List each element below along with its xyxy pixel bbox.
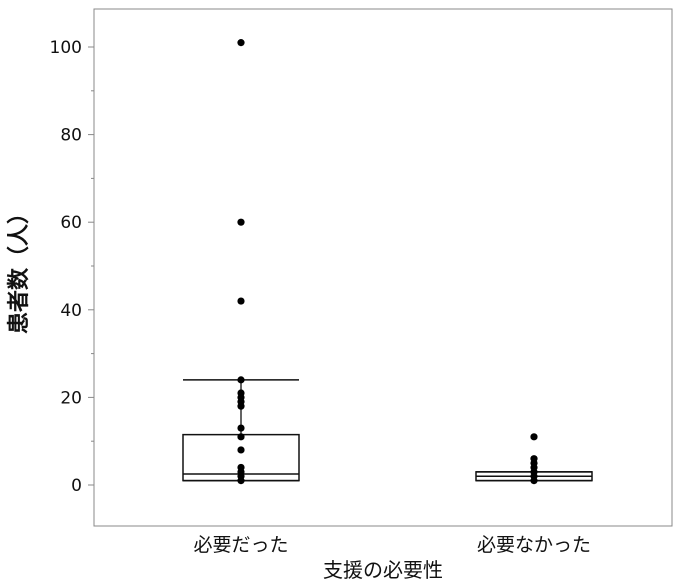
y-tick-label: 20 (60, 388, 82, 408)
data-point (237, 477, 244, 484)
x-category-label: 必要なかった (477, 534, 591, 556)
data-point (237, 376, 244, 383)
boxes-layer (183, 380, 592, 481)
x-category-label: 必要だった (193, 534, 288, 556)
data-point (237, 403, 244, 410)
y-axis: 0 20 40 60 80 100 (50, 38, 94, 496)
y-axis-title: 患者数（人） (6, 202, 32, 334)
data-point (237, 433, 244, 440)
data-point (237, 297, 244, 304)
x-axis: 必要だった 必要なかった (193, 534, 591, 556)
y-tick-label: 60 (60, 213, 82, 233)
points-layer (237, 39, 537, 484)
data-point (530, 477, 537, 484)
y-tick-label: 40 (60, 301, 82, 321)
data-point (237, 219, 244, 226)
data-point (530, 433, 537, 440)
data-point (237, 424, 244, 431)
plot-frame (94, 9, 672, 526)
x-axis-title: 支援の必要性 (323, 558, 443, 582)
data-point (237, 39, 244, 46)
data-point (237, 446, 244, 453)
y-tick-label: 100 (50, 38, 82, 58)
y-tick-label: 0 (71, 476, 82, 496)
y-tick-label: 80 (60, 126, 82, 146)
